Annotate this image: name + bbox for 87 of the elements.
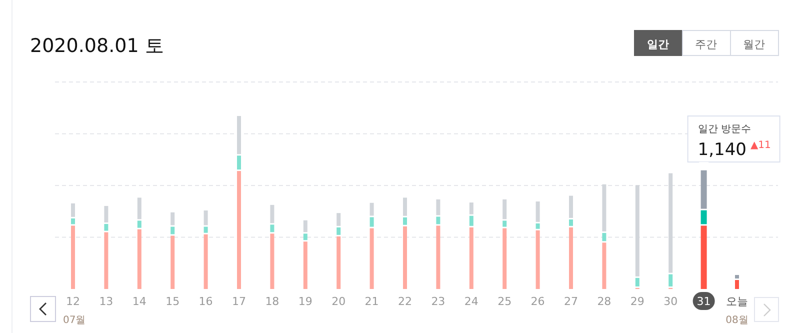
annotation: 일간 방문수 — [698, 124, 751, 135]
bar — [668, 274, 673, 286]
bar — [336, 227, 341, 235]
bar — [204, 234, 208, 289]
bar — [602, 232, 606, 242]
bar — [635, 278, 640, 286]
text: 07월 — [63, 315, 86, 326]
bar — [270, 234, 274, 289]
bar — [569, 227, 573, 289]
annotation: 1,140 — [698, 140, 746, 160]
chart-title: 2020.08.01 토 — [30, 35, 164, 57]
bar — [403, 226, 407, 289]
bar — [71, 203, 75, 217]
bar — [569, 196, 573, 218]
x-tick-label: 20 — [332, 295, 346, 308]
x-tick-label: 13 — [99, 295, 114, 308]
bar — [170, 226, 175, 234]
x-tick-label: 14 — [132, 295, 146, 308]
x-tick-label: 24 — [464, 295, 478, 308]
bar — [469, 216, 474, 226]
bar — [403, 198, 407, 216]
bar — [104, 206, 108, 222]
bar — [436, 226, 440, 289]
bar — [303, 242, 308, 289]
x-tick-label: 25 — [498, 295, 512, 308]
bar — [71, 226, 75, 289]
bar — [536, 201, 540, 222]
text: 일간 — [647, 38, 669, 51]
bar — [569, 219, 573, 226]
bar — [170, 212, 175, 226]
x-tick-label: 12 — [66, 295, 80, 308]
bar — [436, 216, 440, 224]
bar — [137, 220, 142, 228]
bar — [536, 223, 540, 229]
bar — [602, 242, 606, 289]
bar — [303, 220, 308, 232]
bar — [370, 228, 374, 289]
x-tick-label: 16 — [198, 295, 213, 308]
bar — [137, 229, 142, 289]
x-tick-label: 26 — [530, 295, 545, 308]
bar — [735, 274, 739, 279]
bar — [436, 199, 440, 216]
x-tick-label: 22 — [398, 295, 412, 308]
bar — [602, 184, 606, 232]
bar — [635, 185, 640, 276]
text: 08월 — [726, 315, 748, 326]
x-tick-label: 18 — [265, 295, 280, 308]
bar — [336, 236, 341, 289]
bar — [104, 224, 108, 231]
bar — [237, 116, 241, 154]
x-tick-label: 23 — [431, 295, 446, 308]
bar — [237, 171, 241, 289]
bar — [469, 227, 474, 289]
bar — [137, 198, 142, 220]
bar — [204, 226, 208, 233]
x-tick-label: 15 — [166, 295, 180, 308]
x-tick-label: 21 — [364, 295, 379, 308]
bar — [502, 220, 507, 227]
bar — [237, 156, 241, 170]
bar — [370, 202, 374, 216]
bar — [336, 213, 341, 226]
bar — [403, 217, 407, 225]
bar — [270, 224, 274, 232]
bar — [104, 232, 108, 289]
bar — [502, 228, 507, 289]
text: 월간 — [743, 38, 765, 51]
x-tick-label: 31 — [696, 295, 711, 308]
bar — [170, 236, 175, 289]
text: 주간 — [695, 38, 717, 51]
bar — [204, 210, 208, 226]
bar — [735, 280, 739, 289]
bar — [71, 218, 75, 224]
bar — [502, 199, 507, 220]
x-tick-label: 오늘 — [726, 295, 748, 308]
bar — [303, 234, 308, 240]
bar — [469, 202, 474, 214]
x-tick-label: 19 — [298, 295, 312, 308]
x-tick-label: 29 — [630, 295, 644, 308]
x-tick-label: 30 — [664, 295, 678, 308]
x-tick-label: 17 — [232, 295, 246, 308]
bar — [668, 173, 673, 273]
annotation: ▲11 — [750, 140, 771, 151]
bar — [270, 204, 274, 224]
x-tick-label: 28 — [597, 295, 612, 308]
bar — [536, 230, 540, 289]
bar — [370, 217, 374, 227]
x-tick-label: 27 — [564, 295, 578, 308]
